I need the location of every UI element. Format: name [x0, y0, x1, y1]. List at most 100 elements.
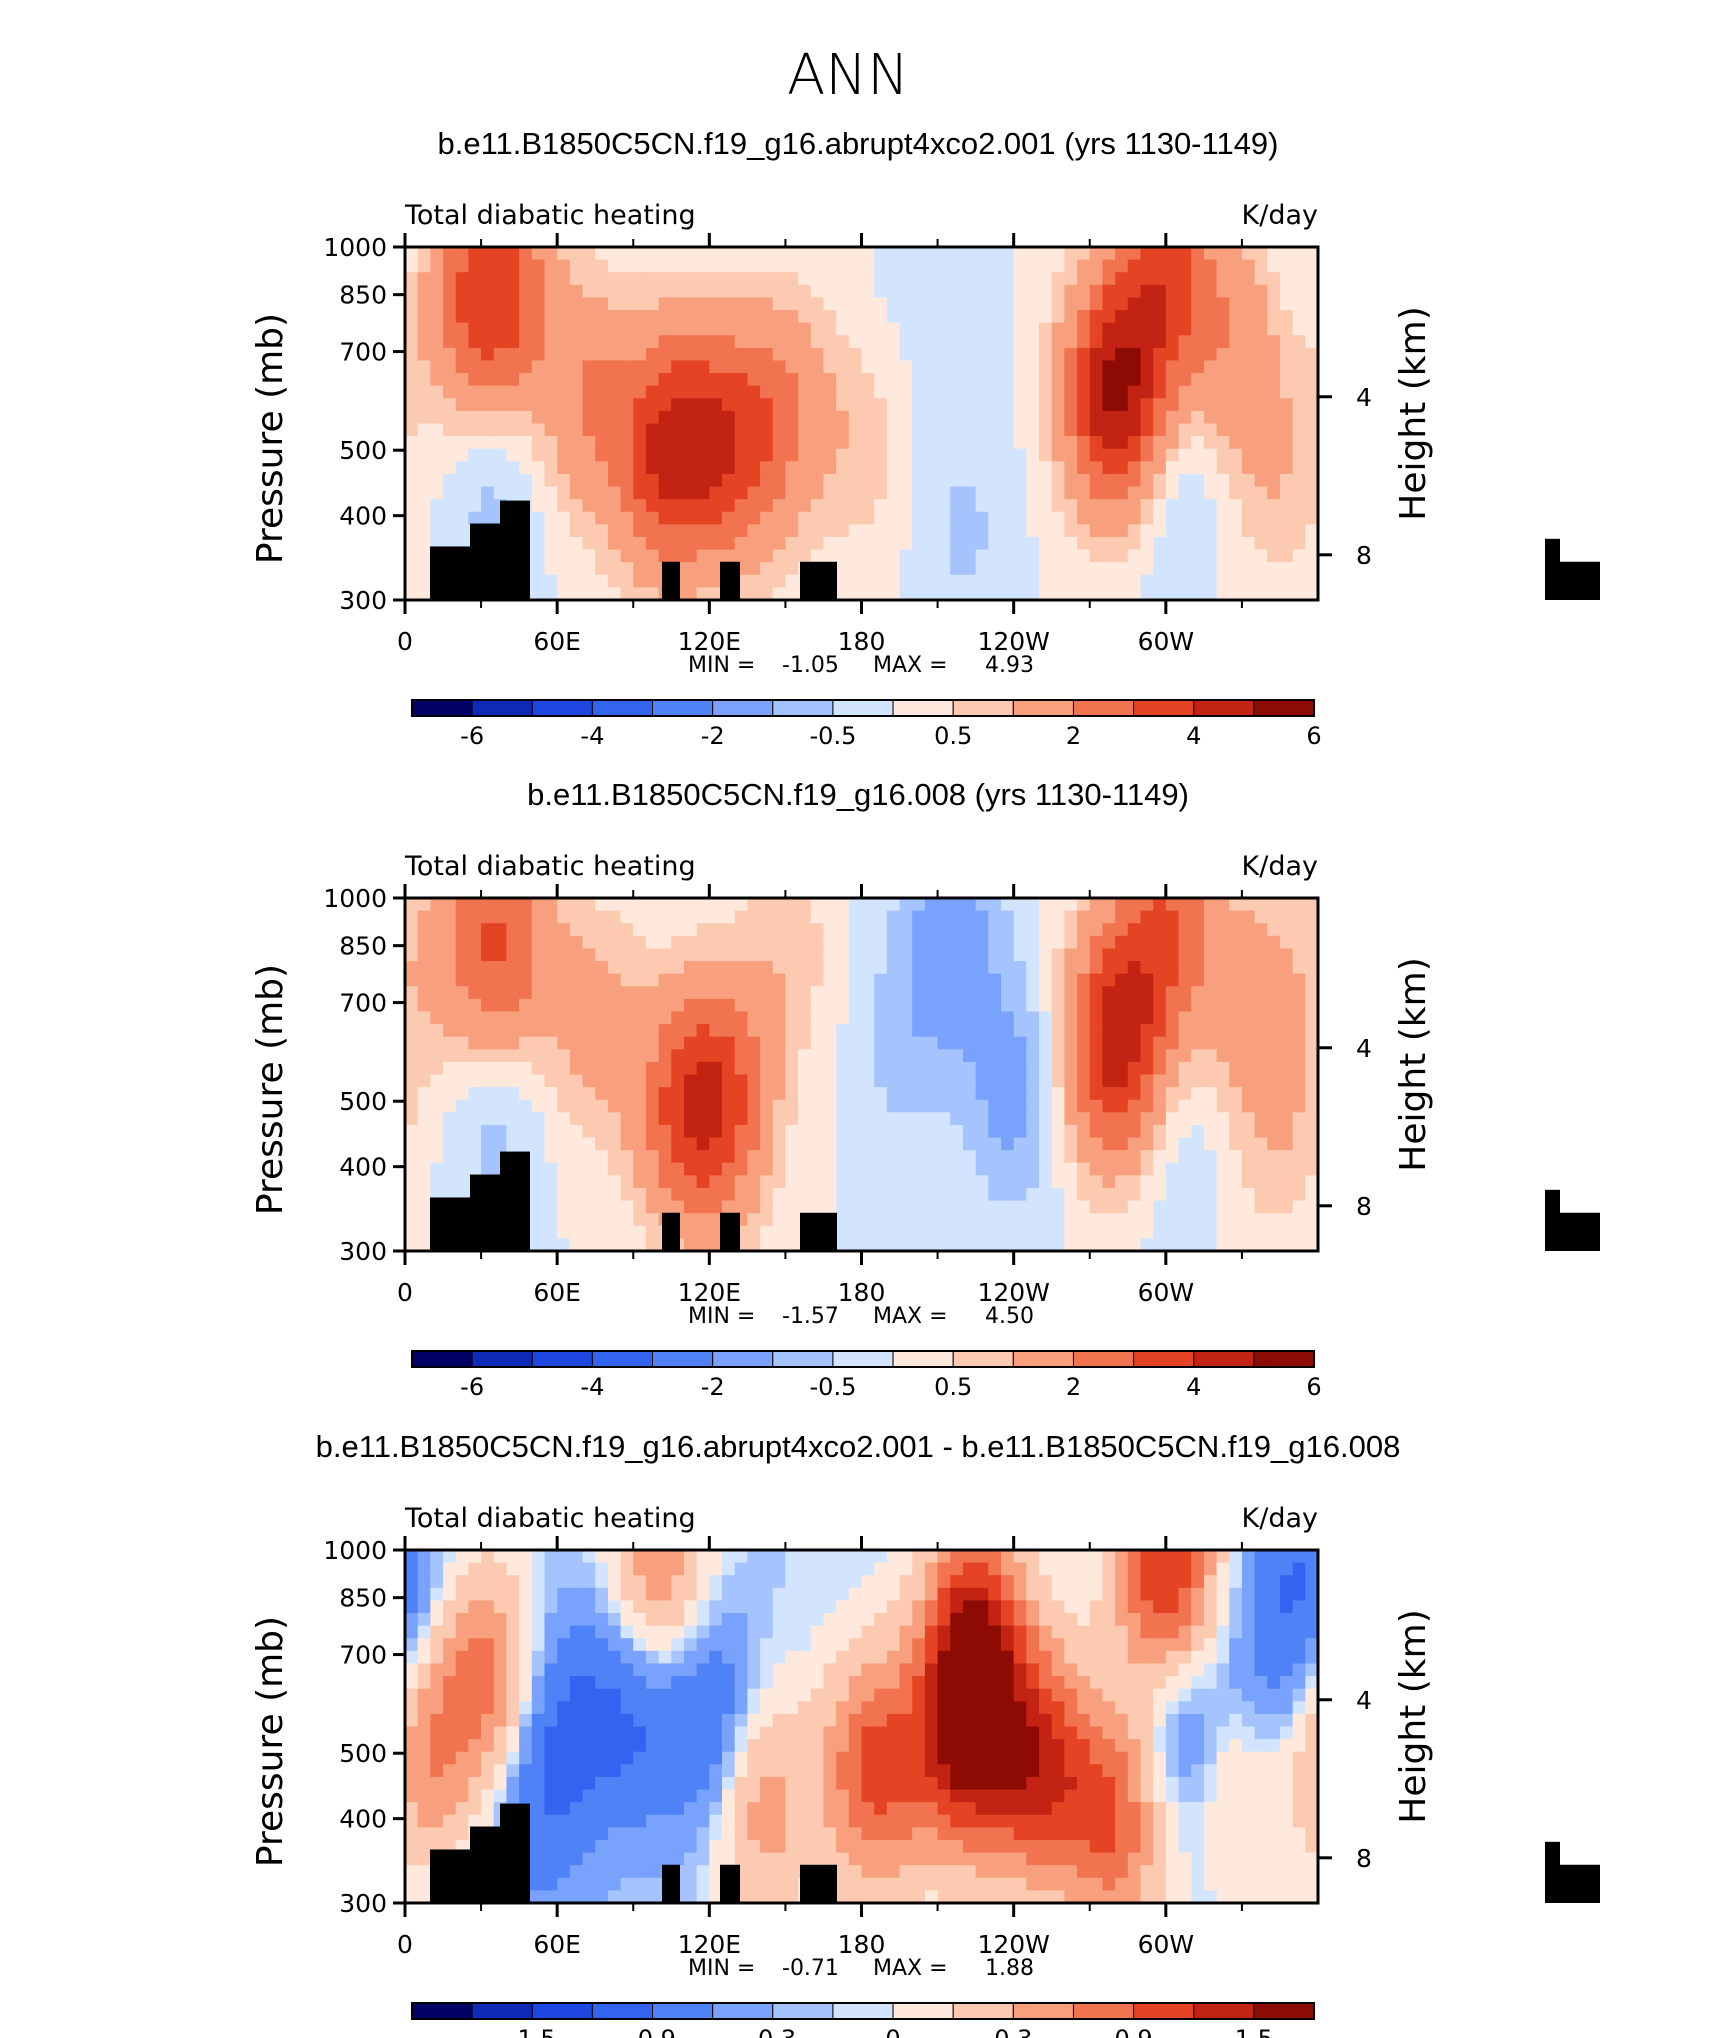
heatmap-cell	[443, 1650, 457, 1665]
heatmap-cell	[962, 1562, 977, 1576]
heatmap-cell	[506, 247, 520, 261]
heatmap-cell	[1026, 1587, 1040, 1602]
heatmap-cell	[1267, 1575, 1281, 1589]
heatmap-cell	[1115, 998, 1129, 1013]
heatmap-cell	[405, 284, 419, 299]
heatmap-cell	[861, 1213, 875, 1227]
heatmap-cell	[912, 923, 926, 937]
heatmap-cell	[962, 448, 977, 462]
heatmap-cell	[1292, 499, 1306, 513]
heatmap-cell	[1077, 1650, 1091, 1665]
heatmap-cell	[836, 373, 850, 387]
heatmap-cell	[430, 272, 444, 286]
heatmap-cell	[1153, 1676, 1167, 1690]
heatmap-cell	[468, 511, 482, 525]
heatmap-cell	[1165, 1049, 1180, 1063]
heatmap-cell	[747, 935, 761, 950]
heatmap-cell	[785, 549, 799, 563]
heatmap-cell	[1102, 360, 1116, 374]
heatmap-cell	[1153, 1562, 1167, 1576]
heatmap-cell	[836, 511, 850, 525]
heatmap-cell	[1127, 448, 1142, 462]
heatmap-cell	[848, 247, 863, 261]
heatmap-cell	[874, 1099, 888, 1113]
heatmap-cell	[962, 898, 977, 912]
heatmap-cell	[747, 499, 761, 513]
heatmap-cell	[493, 986, 508, 1000]
heatmap-cell	[519, 247, 533, 261]
heatmap-cell	[1051, 1150, 1065, 1164]
heatmap-cell	[645, 486, 660, 500]
heatmap-cell	[886, 398, 901, 412]
min-label: MIN =	[688, 1304, 755, 1329]
heatmap-cell	[443, 1061, 457, 1076]
heatmap-cell	[696, 335, 710, 349]
heatmap-cell	[493, 322, 508, 336]
heatmap-cell	[633, 1638, 647, 1652]
heatmap-cell	[1013, 973, 1027, 987]
heatmap-cell	[962, 335, 977, 349]
heatmap-cell	[1153, 1600, 1167, 1614]
heatmap-cell	[772, 1162, 787, 1176]
heatmap-cell	[734, 322, 748, 336]
heatmap-cell	[1254, 335, 1268, 349]
heatmap-cell	[962, 310, 977, 324]
heatmap-cell	[1229, 398, 1243, 412]
heatmap-cell	[493, 423, 508, 437]
heatmap-cell	[569, 524, 584, 538]
heatmap-cell	[569, 473, 584, 488]
heatmap-cell	[1203, 398, 1218, 412]
heatmap-cell	[950, 1562, 964, 1576]
heatmap-cell	[937, 423, 951, 437]
heatmap-cell	[810, 1650, 825, 1665]
heatmap-cell	[924, 898, 939, 912]
heatmap-cell	[886, 1187, 901, 1202]
heatmap-cell	[506, 1625, 520, 1639]
heatmap-cell	[988, 1061, 1002, 1076]
heatmap-cell	[1279, 1112, 1294, 1126]
heatmap-cell	[1229, 1663, 1243, 1677]
heatmap-cell	[1241, 986, 1256, 1000]
heatmap-cell	[658, 272, 672, 286]
heatmap-cell	[506, 1676, 520, 1690]
heatmap-cell	[912, 247, 926, 261]
heatmap-cell	[671, 898, 685, 912]
heatmap-cell	[1077, 310, 1091, 324]
heatmap-cell	[823, 1175, 837, 1189]
heatmap-cell	[1153, 1011, 1167, 1025]
heatmap-cell	[836, 1587, 850, 1602]
heatmap-cell	[582, 935, 596, 950]
heatmap-cell	[633, 1550, 647, 1564]
heatmap-cell	[823, 1061, 837, 1076]
heatmap-cell	[1241, 562, 1256, 576]
heatmap-cell	[1026, 1200, 1040, 1214]
heatmap-cell	[924, 574, 939, 588]
heatmap-cell	[557, 898, 571, 912]
heatmap-cell	[1191, 1663, 1205, 1677]
heatmap-cell	[937, 1550, 951, 1564]
heatmap-cell	[1216, 587, 1230, 601]
heatmap-cell	[696, 961, 710, 975]
heatmap-cell	[1203, 259, 1218, 273]
heatmap-cell	[683, 1099, 698, 1113]
heatmap-cell	[1203, 898, 1218, 912]
heatmap-cell	[1305, 1074, 1319, 1088]
heatmap-cell	[962, 284, 977, 299]
heatmap-cell	[823, 247, 837, 261]
heatmap-cell	[836, 1550, 850, 1564]
heatmap-cell	[836, 410, 850, 425]
heatmap-cell	[481, 499, 495, 513]
heatmap-cell	[810, 335, 825, 349]
heatmap-cell	[722, 423, 736, 437]
heatmap-cell	[493, 1049, 508, 1063]
heatmap-cell	[645, 423, 660, 437]
heatmap-cell	[1077, 1225, 1091, 1239]
heatmap-cell	[937, 486, 951, 500]
heatmap-cell	[569, 948, 584, 962]
heatmap-cell	[950, 574, 964, 588]
heatmap-cell	[1191, 1087, 1205, 1101]
heatmap-cell	[1191, 247, 1205, 261]
heatmap-cell	[1153, 259, 1167, 273]
heatmap-cell	[1026, 524, 1040, 538]
heatmap-cell	[848, 297, 863, 311]
